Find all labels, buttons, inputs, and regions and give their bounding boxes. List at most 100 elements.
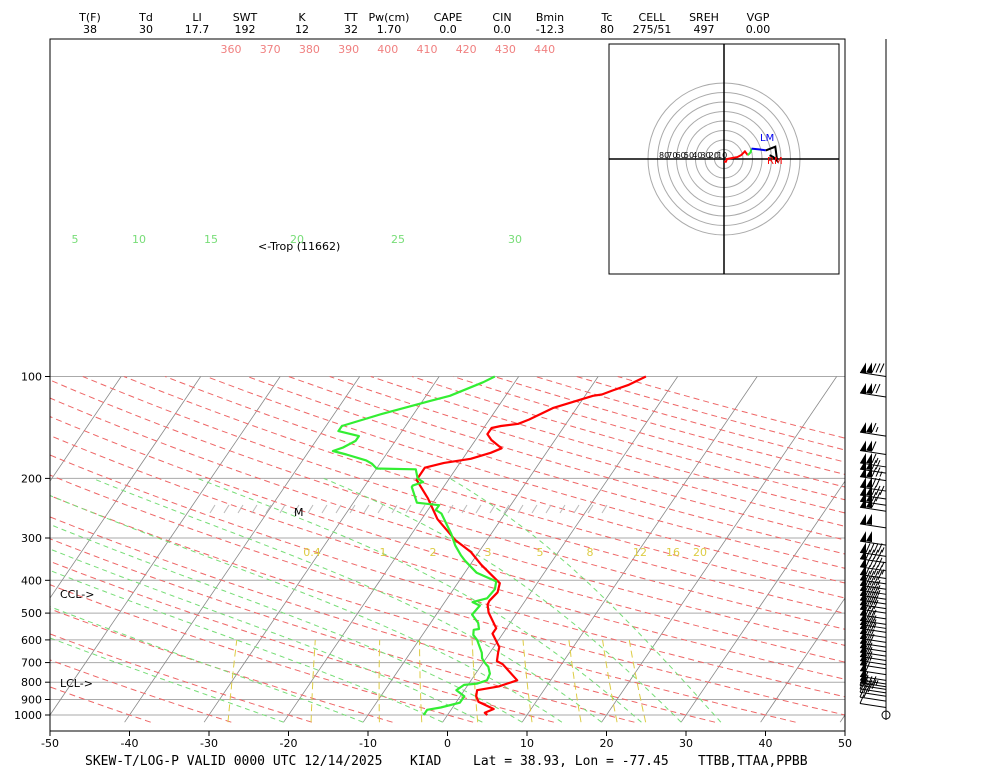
barb-flag	[860, 466, 866, 478]
barb-flag	[866, 459, 872, 471]
barb-full	[869, 576, 875, 586]
barb-half	[869, 655, 873, 661]
theta-label: 390	[338, 43, 359, 56]
header-value: 275/51	[633, 23, 672, 36]
isotherm-line	[442, 376, 679, 723]
dry-adiabat	[288, 376, 845, 541]
dry-adiabat	[164, 376, 845, 584]
barb-full	[875, 363, 881, 373]
footer-location: Lat = 38.93, Lon = -77.45	[473, 754, 669, 769]
barb-flag	[866, 497, 872, 509]
dry-adiabat	[206, 376, 845, 569]
wind-barb	[859, 683, 887, 697]
barb-full	[869, 570, 875, 581]
barb-full	[865, 638, 871, 648]
barb-full	[865, 557, 871, 568]
barb-full	[865, 629, 871, 639]
hodograph-ring-label: 80	[659, 151, 669, 160]
hatch-mark	[279, 504, 286, 514]
barb-full	[865, 605, 871, 616]
moist-adiabat	[449, 477, 722, 723]
barb-full	[871, 363, 877, 373]
dry-adiabat	[50, 560, 554, 723]
barb-full	[873, 595, 879, 605]
mixing-ratio-label: 1	[380, 546, 387, 559]
theta-e-label: 5	[72, 233, 79, 246]
barb-full	[875, 467, 881, 477]
dry-adiabat	[82, 376, 845, 614]
y-tick-label: 800	[21, 676, 42, 689]
temperature-profile	[415, 375, 647, 716]
barb-flag	[866, 513, 872, 525]
header-value: 80	[600, 23, 614, 36]
barb-full	[877, 570, 883, 581]
barb-flag	[860, 491, 866, 503]
barb-full	[873, 565, 879, 575]
y-tick-label: 100	[21, 371, 42, 384]
hatch-mark	[447, 504, 454, 514]
y-tick-label: 400	[21, 574, 42, 587]
header-label: K	[298, 11, 306, 24]
hatch-mark	[209, 504, 216, 514]
barb-flag	[866, 477, 872, 489]
mixing-ratio-label: 2	[430, 546, 437, 559]
header-label: LI	[192, 11, 201, 24]
barb-full	[863, 687, 869, 698]
wind-barb	[859, 687, 887, 702]
dry-adiabat	[370, 376, 845, 514]
dry-adiabat	[329, 376, 845, 527]
barb-full	[877, 543, 883, 553]
dry-adiabat	[123, 376, 845, 599]
barb-staff	[859, 702, 887, 708]
hodograph-ring-label: 10	[717, 151, 727, 160]
hodograph-ring-label: 30	[701, 151, 711, 160]
mixing-ratio-label: 0.4	[303, 546, 321, 559]
barb-full	[875, 477, 881, 488]
mixing-ratio-label: 12	[633, 546, 647, 559]
hatch-mark	[475, 504, 482, 514]
tropopause-label: <-Trop (11662)	[258, 240, 340, 253]
barb-full	[875, 383, 881, 394]
barb-full	[869, 611, 875, 621]
barb-full	[869, 549, 875, 559]
hodograph-ring-label: 60	[676, 151, 686, 160]
barb-full	[859, 687, 865, 698]
dry-adiabat	[494, 376, 845, 475]
hatch-mark	[461, 504, 468, 514]
lcl-label: LCL->	[60, 677, 93, 690]
barb-full	[871, 459, 877, 470]
isotherm-line	[283, 376, 520, 723]
theta-label: 440	[534, 43, 555, 56]
mixing-ratio-line	[471, 639, 479, 723]
barb-half	[881, 569, 885, 575]
barb-full	[871, 676, 877, 686]
barb-full	[871, 491, 877, 502]
isotherm-line	[362, 376, 599, 723]
barb-flag	[866, 466, 872, 478]
barb-full	[873, 549, 879, 559]
dry-adiabat	[50, 435, 845, 680]
dry-adiabat	[50, 379, 845, 630]
barb-flag	[860, 556, 866, 568]
header-value: 0.0	[493, 23, 511, 36]
barb-half	[877, 590, 881, 596]
barb-full	[859, 694, 865, 704]
mixing-ratio-lines	[227, 639, 647, 723]
barb-half	[869, 642, 873, 648]
calm-circle	[881, 710, 891, 720]
barb-full	[865, 581, 871, 591]
barb-flag	[860, 531, 866, 543]
ccl-label: CCL->	[60, 588, 94, 601]
mixing-ratio-line	[628, 639, 647, 723]
y-tick-label: 600	[21, 634, 42, 647]
barb-half	[875, 457, 879, 464]
isotherm-line	[50, 376, 202, 599]
barb-staff	[859, 688, 887, 694]
barb-half	[881, 547, 885, 553]
barb-flag	[866, 484, 872, 496]
barb-half	[873, 609, 877, 616]
theta-label: 360	[221, 43, 242, 56]
barb-full	[867, 676, 873, 686]
barb-full	[865, 576, 871, 586]
